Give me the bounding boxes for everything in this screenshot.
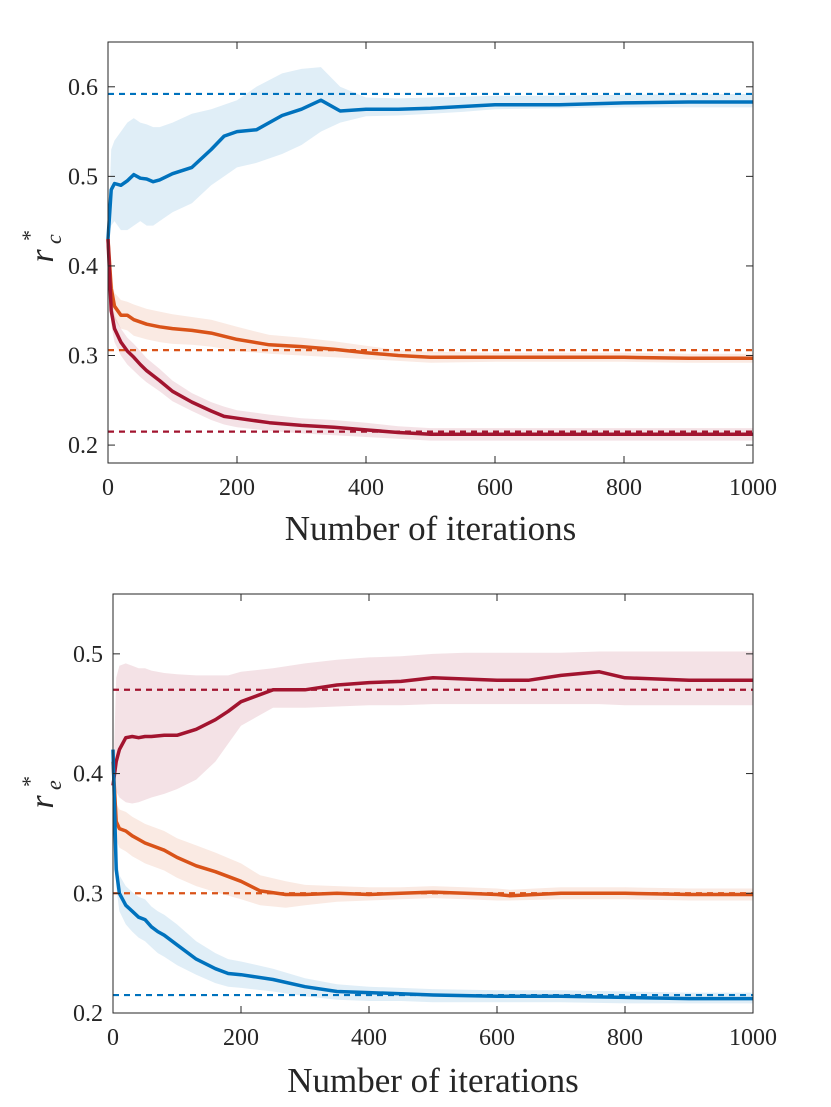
y-axis-label-top-main: r bbox=[24, 249, 61, 263]
y-tick-label-top: 0.5 bbox=[68, 164, 98, 190]
x-tick-label-bottom: 1000 bbox=[729, 1025, 777, 1051]
y-axis-label-bottom-main: r bbox=[24, 795, 61, 809]
chart-top: 0 200 400 600 800 1000 0.2 0.3 0.4 0.5 0.6 Number … bbox=[17, 41, 777, 548]
ticks-group-top: 0 200 400 600 800 1000 0.2 0.3 0.4 0.5 0.6 bbox=[68, 42, 777, 501]
y-axis-label-bottom-sub: e bbox=[41, 780, 66, 790]
band-blue-top bbox=[108, 67, 753, 240]
y-tick-label-bottom: 0.5 bbox=[73, 642, 103, 668]
ticks-group-bottom: 0 200 400 600 800 1000 0.2 0.3 0.4 0.5 bbox=[73, 594, 777, 1051]
y-axis-label-bottom: r * e bbox=[17, 777, 66, 809]
x-axis-label-top: Number of iterations bbox=[285, 509, 577, 548]
y-tick-label-top: 0.4 bbox=[68, 254, 98, 280]
axes-box-bottom bbox=[112, 593, 754, 1014]
series-line-blue-top bbox=[106, 98, 753, 240]
y-tick-label-top: 0.3 bbox=[68, 344, 98, 370]
x-tick-label-bottom: 400 bbox=[351, 1025, 387, 1051]
x-tick-label-bottom: 200 bbox=[223, 1025, 259, 1051]
chart-bottom: 0 200 400 600 800 1000 0.2 0.3 0.4 0.5 Number of … bbox=[17, 593, 777, 1100]
plot-area-top bbox=[108, 42, 753, 463]
x-tick-label-top: 400 bbox=[348, 475, 384, 501]
x-axis-label-bottom: Number of iterations bbox=[287, 1061, 579, 1100]
series-line-orange-bottom bbox=[111, 761, 753, 898]
plot-area-bottom bbox=[113, 594, 753, 1013]
x-tick-label-top: 800 bbox=[606, 475, 642, 501]
y-tick-label-bottom: 0.2 bbox=[73, 1001, 103, 1027]
y-axis-label-top: r * c bbox=[17, 231, 66, 263]
x-tick-label-top: 200 bbox=[219, 475, 255, 501]
y-axis-label-top-super: * bbox=[17, 231, 42, 242]
y-tick-label-top: 0.6 bbox=[68, 75, 98, 101]
x-tick-label-bottom: 800 bbox=[607, 1025, 643, 1051]
x-tick-label-bottom: 0 bbox=[107, 1025, 119, 1051]
series-line-red-top bbox=[106, 239, 753, 437]
y-tick-label-bottom: 0.3 bbox=[73, 881, 103, 907]
y-axis-label-top-sub: c bbox=[41, 234, 66, 244]
y-axis-label-bottom-super: * bbox=[17, 777, 42, 788]
x-tick-label-top: 0 bbox=[102, 475, 114, 501]
x-tick-label-top: 600 bbox=[477, 475, 513, 501]
series-group-top bbox=[106, 67, 753, 441]
series-line-blue-bottom bbox=[111, 749, 753, 1001]
y-tick-label-bottom: 0.4 bbox=[73, 762, 103, 788]
x-tick-label-bottom: 600 bbox=[479, 1025, 515, 1051]
series-line-orange-top bbox=[106, 238, 753, 360]
series-group-bottom bbox=[111, 651, 753, 1004]
y-tick-label-top: 0.2 bbox=[68, 433, 98, 459]
x-tick-label-top: 1000 bbox=[729, 475, 777, 501]
series-line-red-bottom bbox=[111, 670, 753, 786]
axes-box-top bbox=[107, 41, 754, 464]
